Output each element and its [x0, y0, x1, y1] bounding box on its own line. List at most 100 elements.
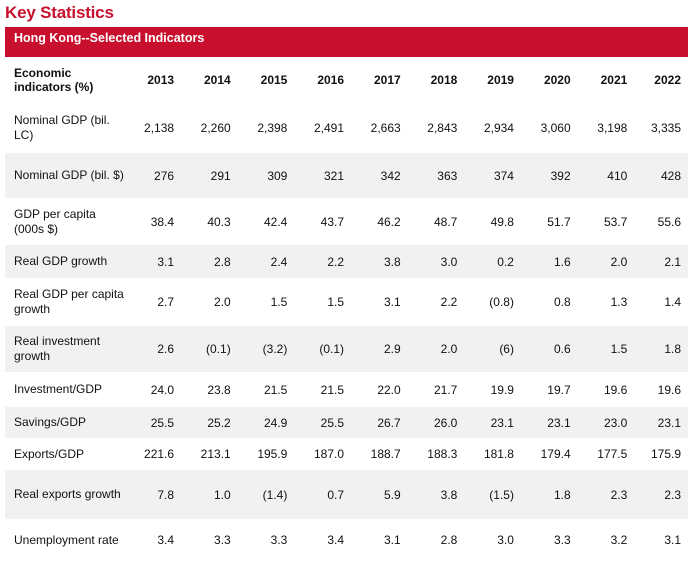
header-label: Economic indicators (%)	[14, 65, 94, 94]
row-label: Investment/GDP	[14, 382, 103, 396]
table-cell: 48.7	[433, 214, 458, 229]
table-cell: 1.0	[214, 487, 231, 502]
table-cell: 221.6	[144, 447, 175, 461]
table-cell: 1.4	[664, 295, 681, 309]
table-cell: 3.1	[157, 254, 175, 269]
table-cell: 3.8	[440, 487, 458, 502]
table-cell: 21.7	[433, 382, 458, 397]
table-cell: 1.6	[553, 254, 571, 269]
table-cell: 2,663	[370, 120, 401, 135]
table-cell: 21.5	[320, 382, 345, 397]
table-cell: 2.0	[440, 342, 458, 356]
table-cell: 276	[154, 168, 175, 183]
table-cell: 392	[550, 168, 571, 183]
table-row: GDP per capita (000s $) 38.4 40.3 42.4 43.7 4…	[5, 198, 688, 245]
table-cell: 19.6	[603, 382, 628, 397]
table-cell: 3,335	[650, 120, 681, 135]
table-cell: 3.1	[383, 295, 401, 309]
table-cell: (1.5)	[489, 487, 514, 502]
table-cell: 3.0	[440, 254, 458, 269]
table-cell: 24.0	[150, 382, 175, 397]
table-cell: 213.1	[200, 447, 231, 461]
table-cell: 188.3	[427, 447, 458, 461]
table-cell: 1.3	[610, 295, 628, 309]
year-header: 2022	[654, 72, 681, 87]
table-cell: (0.1)	[319, 342, 345, 356]
year-header: 2014	[204, 72, 231, 87]
table-cell: 3.3	[270, 533, 288, 547]
table-cell: 5.9	[383, 487, 401, 502]
table-cell: 26.0	[433, 415, 458, 430]
table-row: Real GDP growth 3.1 2.8 2.4 2.2 3.8 3.0 0.2 1.6 2…	[5, 245, 688, 278]
table-cell: 0.8	[553, 295, 571, 309]
indicators-table: Economic indicators (%) 2013 2014 2015 2…	[5, 57, 688, 561]
table-cell: 25.5	[320, 415, 345, 430]
table-cell: 43.7	[320, 214, 345, 229]
table-cell: 181.8	[483, 447, 514, 461]
table-cell: 2.0	[610, 254, 628, 269]
table-cell: 2.9	[383, 342, 401, 356]
row-label: Exports/GDP	[14, 446, 85, 461]
table-cell: 1.8	[664, 342, 681, 356]
year-header: 2016	[317, 72, 345, 87]
table-cell: 25.5	[150, 415, 175, 430]
row-label: Real investment growth	[14, 334, 101, 363]
table-cell: 53.7	[603, 214, 628, 229]
year-header: 2021	[600, 72, 628, 87]
year-header: 2013	[147, 72, 175, 87]
table-cell: 0.2	[497, 254, 514, 269]
table-cell: 175.9	[650, 447, 681, 461]
table-row: Real investment growth 2.6 (0.1) (3.2) (0.1)…	[5, 326, 688, 372]
table-cell: 2.1	[664, 254, 681, 269]
table-cell: 0.6	[553, 342, 571, 356]
table-cell: 187.0	[313, 447, 345, 461]
table-cell: 2,260	[200, 120, 231, 135]
year-header: 2017	[373, 72, 401, 87]
table-cell: 46.2	[377, 214, 401, 229]
table-cell: 195.9	[257, 447, 288, 461]
table-cell: 2,491	[313, 120, 345, 135]
table-cell: 19.9	[490, 382, 514, 397]
table-cell: 23.8	[207, 382, 231, 397]
table-cell: 40.3	[207, 214, 231, 229]
table-cell: 3.3	[214, 533, 231, 547]
table-cell: 2,843	[427, 120, 458, 135]
table-cell: 1.5	[270, 295, 288, 309]
table-cell: 21.5	[264, 382, 288, 397]
table-cell: 2.6	[157, 342, 175, 356]
year-header: 2020	[543, 72, 571, 87]
table-cell: 1.5	[327, 295, 345, 309]
table-cell: 7.8	[157, 487, 175, 502]
table-cell: 2.8	[214, 254, 231, 269]
table-cell: 3.2	[610, 533, 628, 547]
table-row: Savings/GDP 25.5 25.2 24.9 25.5 26.7 26.0 23.1 2…	[5, 407, 688, 438]
row-label: Savings/GDP	[14, 415, 87, 429]
table-row: Real exports growth 7.8 1.0 (1.4) 0.7 5.9 3.8 (…	[5, 470, 688, 519]
table-cell: 51.7	[547, 214, 571, 229]
table-cell: 42.4	[264, 214, 288, 229]
table-cell: 55.6	[657, 214, 681, 229]
table-row: Exports/GDP 221.6 213.1 195.9 187.0 188.7 188.…	[5, 438, 688, 470]
table-cell: 374	[493, 168, 514, 183]
table-cell: 2,398	[257, 120, 288, 135]
table-cell: 309	[267, 168, 288, 183]
table-cell: 291	[210, 168, 231, 183]
table-cell: 410	[607, 168, 628, 183]
table-cell: 3.8	[383, 254, 401, 269]
table-cell: 2.8	[440, 533, 458, 547]
table-banner: Hong Kong--Selected Indicators	[5, 27, 688, 57]
table-cell: 2,934	[483, 120, 514, 135]
table-cell: 3.3	[553, 533, 571, 547]
page-title: Key Statistics	[5, 3, 114, 22]
table-row: Nominal GDP (bil. LC) 2,138 2,260 2,398 2,49…	[5, 102, 688, 153]
table-cell: 3.0	[497, 533, 514, 547]
table-cell: 3,198	[597, 120, 628, 135]
row-label: Unemployment rate	[14, 532, 119, 547]
header-row: Economic indicators (%) 2013 2014 2015 2…	[5, 57, 688, 102]
table-cell: (6)	[499, 342, 514, 356]
table-row: Unemployment rate 3.4 3.3 3.3 3.4 3.1 2.8 3.0 3.…	[5, 519, 688, 561]
table-cell: 26.7	[377, 415, 401, 430]
table-cell: 3.1	[664, 533, 681, 547]
table-row: Nominal GDP (bil. $) 276 291 309 321 342 363 37…	[5, 153, 688, 198]
table-cell: 428	[660, 168, 681, 183]
